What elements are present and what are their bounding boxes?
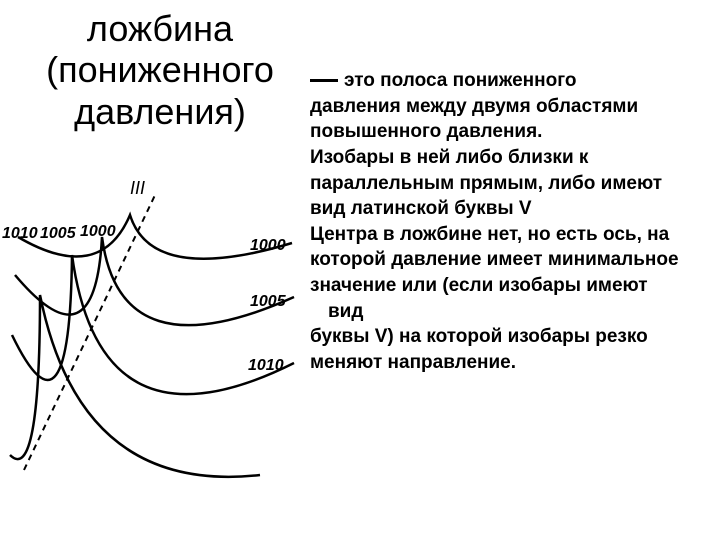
desc-line-6: Центра в ложбине нет, но есть ось, на — [310, 222, 710, 248]
isobar-label-right-1005: 1005 — [250, 293, 286, 311]
desc-line-10: буквы V) на которой изобары резко — [310, 324, 710, 350]
isobar-label-left-1005: 1005 — [40, 225, 76, 243]
isobar-label-left-1010: 1010 — [2, 225, 38, 243]
desc-line-3: Изобары в ней либо близки к — [310, 145, 710, 171]
desc-text-0: это полоса пониженного — [344, 70, 576, 91]
axis-label: III — [130, 178, 145, 199]
isobar-label-right-1000: 1000 — [250, 237, 286, 255]
isobar-label-left-1000: 1000 — [80, 223, 116, 241]
desc-line-4: параллельным прямым, либо имеют — [310, 171, 710, 197]
desc-line-1: давления между двумя областями — [310, 94, 710, 120]
isobar-label-right-1010: 1010 — [248, 357, 284, 375]
desc-line-7: которой давление имеет минимальное — [310, 247, 710, 273]
dash-icon — [310, 79, 338, 82]
desc-line-5: вид латинской буквы V — [310, 196, 710, 222]
description-block: это полоса пониженного давления между дв… — [310, 68, 710, 376]
isobar-diagram: III 101010051000100010051010 — [0, 175, 310, 495]
title-line-3: давления) — [10, 91, 310, 132]
title-line-1: ложбина — [10, 8, 310, 49]
desc-line-2: повышенного давления. — [310, 119, 710, 145]
desc-line-9: вид — [310, 299, 710, 325]
isobar-svg — [0, 175, 310, 495]
title-line-2: (пониженного — [10, 49, 310, 90]
title-block: ложбина (пониженного давления) — [10, 8, 310, 132]
desc-line-8: значение или (если изобары имеют — [310, 273, 710, 299]
desc-line-11: меняют направление. — [310, 350, 710, 376]
desc-line-0: это полоса пониженного — [310, 68, 710, 94]
